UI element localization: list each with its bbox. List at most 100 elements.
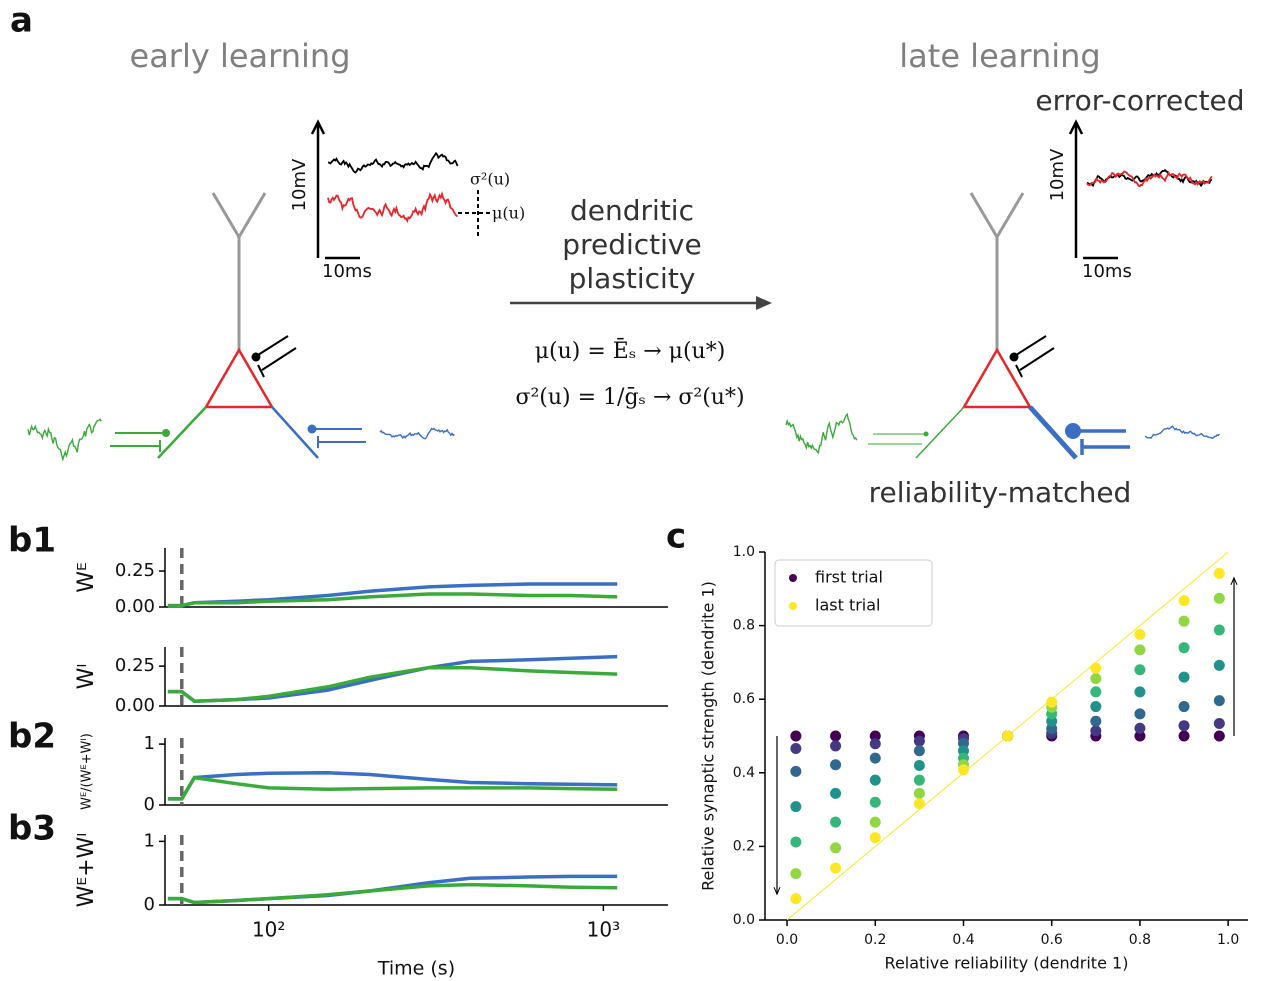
- arrow-head: [1230, 576, 1238, 585]
- panel-label: a: [10, 1, 33, 41]
- point: [830, 730, 842, 742]
- y-tick-label: 0.2: [733, 838, 755, 854]
- late-title: late learning: [899, 37, 1100, 75]
- y-tick-label: 0.25: [115, 655, 155, 676]
- y-tick-label: 0.4: [733, 765, 755, 781]
- scale-label: 10mV: [1047, 148, 1068, 201]
- y-tick-label: 0.6: [733, 691, 755, 707]
- x-tick-label: 10²: [252, 918, 285, 942]
- y-tick-label: 0: [144, 794, 155, 815]
- point: [1213, 567, 1225, 579]
- point: [1213, 695, 1225, 707]
- trace: [327, 151, 459, 174]
- arrow-head: [773, 887, 781, 896]
- scale-label: 10ms: [1082, 261, 1132, 282]
- series-line: [167, 654, 618, 703]
- point: [830, 842, 842, 854]
- x-tick-label: 0.4: [952, 932, 974, 948]
- equation: μ(u) = Ēₛ → μ(u*): [535, 338, 726, 364]
- series-line: [167, 775, 618, 801]
- synapse-black: [1015, 335, 1055, 378]
- x-tick-label: 10³: [587, 918, 620, 942]
- x-tick-label: 0.6: [1041, 932, 1063, 948]
- x-tick-label: 0.2: [864, 932, 886, 948]
- point: [1002, 730, 1014, 742]
- trace: [327, 190, 458, 224]
- point: [1178, 730, 1190, 742]
- point: [1134, 664, 1146, 676]
- point: [1178, 615, 1190, 627]
- point: [790, 836, 802, 848]
- point: [869, 832, 881, 844]
- mu-sigma-marker: [458, 190, 490, 236]
- arrow-text: predictive: [562, 228, 701, 261]
- point: [1090, 715, 1102, 727]
- early-title: early learning: [130, 37, 351, 75]
- scale-axis: [1068, 119, 1084, 258]
- legend-label: first trial: [815, 568, 883, 587]
- traces: [27, 151, 1220, 462]
- synapse-black: [257, 335, 297, 378]
- scale-label: 10mV: [289, 158, 310, 211]
- point: [1178, 720, 1190, 732]
- y-tick-label: 1: [144, 830, 155, 851]
- late-footer: reliability-matched: [869, 476, 1132, 509]
- point: [1178, 642, 1190, 654]
- x-tick-label: 0.0: [776, 932, 798, 948]
- point: [869, 796, 881, 808]
- point: [1134, 628, 1146, 640]
- point: [1213, 659, 1225, 671]
- y-tick-label: 0.00: [115, 695, 155, 716]
- y-tick-label: 0.00: [115, 596, 155, 617]
- equation: σ²(u) = 1/ḡₛ → σ²(u*): [515, 385, 744, 410]
- legend-box: [774, 559, 933, 627]
- point: [1090, 725, 1102, 737]
- y-axis-label: Wᴱ+Wᴵ: [74, 833, 99, 908]
- panel-label: b3: [8, 809, 56, 849]
- y-axis-label: Wᴱ/(Wᴱ+Wᴵ): [80, 733, 95, 810]
- synapse-black: [251, 352, 261, 362]
- point: [869, 730, 881, 742]
- point: [1134, 708, 1146, 720]
- point: [957, 764, 969, 776]
- sigma-label: σ²(u): [470, 170, 510, 189]
- series-line: [167, 770, 618, 801]
- trace: [1144, 425, 1220, 439]
- y-tick-label: 0.0: [733, 912, 755, 928]
- dendrite-green: [915, 406, 965, 459]
- synapse-green: [162, 429, 170, 437]
- synapse-blue: [1080, 429, 1130, 455]
- synapse-blue: [316, 428, 366, 448]
- point: [1178, 701, 1190, 713]
- point: [913, 798, 925, 810]
- dendrite: [969, 192, 1025, 350]
- dendrite-blue: [271, 406, 319, 459]
- point: [913, 787, 925, 799]
- trace: [785, 412, 858, 455]
- point: [1090, 662, 1102, 674]
- trace: [379, 427, 455, 440]
- point: [1134, 644, 1146, 656]
- panel-label: b2: [8, 717, 56, 757]
- y-tick-label: 0.8: [733, 618, 755, 634]
- point: [913, 759, 925, 771]
- y-axis-label: Wᴱ: [74, 562, 99, 593]
- point: [1178, 595, 1190, 607]
- point: [1090, 686, 1102, 698]
- y-tick-label: 0.25: [115, 560, 155, 581]
- point: [1213, 592, 1225, 604]
- point: [869, 752, 881, 764]
- point: [913, 774, 925, 786]
- panel-label: c: [666, 517, 686, 557]
- point: [1046, 696, 1058, 708]
- soma: [203, 347, 275, 409]
- synapse-black: [1009, 352, 1019, 362]
- point: [790, 868, 802, 880]
- x-tick-label: 1.0: [1217, 932, 1239, 948]
- arrow-head: [756, 296, 772, 310]
- x-tick-label: 0.8: [1129, 932, 1151, 948]
- y-axis-label: Wᴵ: [74, 664, 99, 690]
- dendrite: [211, 192, 267, 350]
- panel-label: b1: [8, 521, 56, 561]
- synapse-green: [868, 433, 924, 445]
